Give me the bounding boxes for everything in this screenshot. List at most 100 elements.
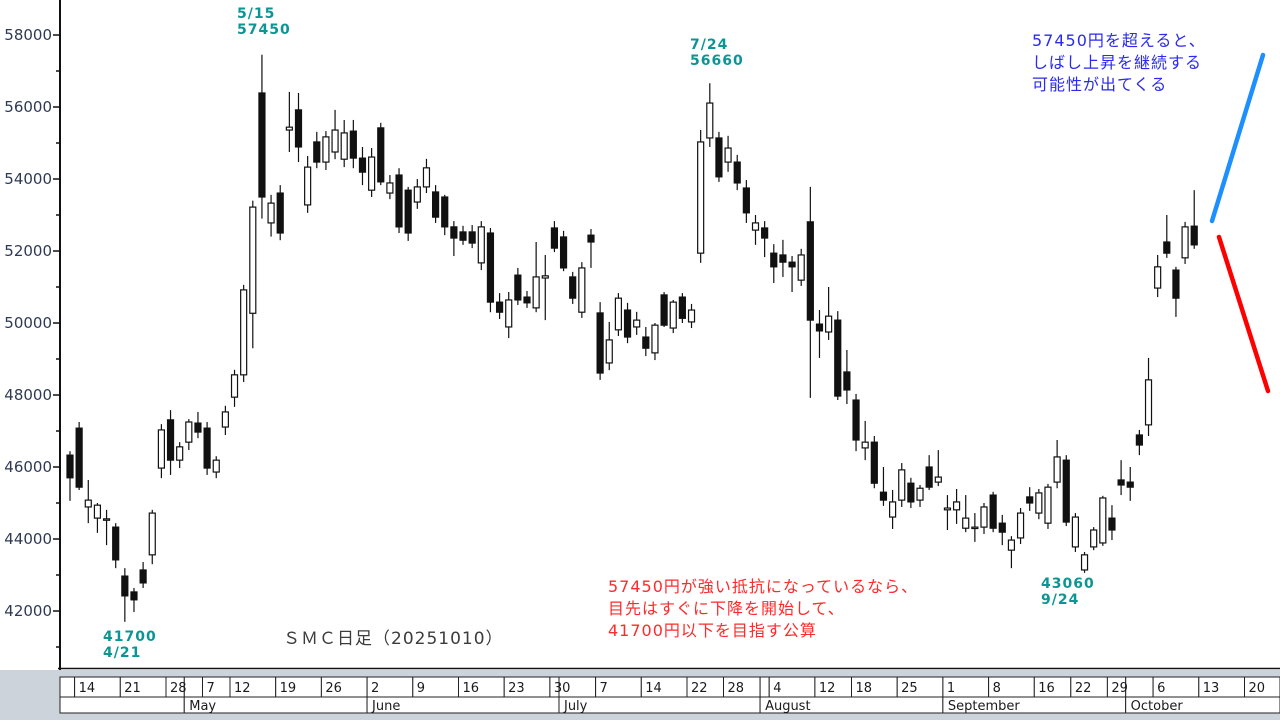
candle-body-9/2 [952, 501, 961, 511]
candle-body-8/13 [825, 315, 833, 333]
y-tick-label: 56000 [4, 98, 52, 116]
candle-body-5/12 [230, 374, 239, 398]
chart-title: ＳＭＣ日足（20251010） [283, 629, 504, 649]
candle-body-8/12 [815, 323, 824, 332]
candle-body-9/17 [1044, 486, 1052, 524]
month-cell [558, 696, 761, 714]
candle-body-7/10 [623, 309, 632, 338]
candle-body-5/13 [240, 289, 248, 376]
week-label: 26 [325, 681, 342, 696]
week-label: 29 [1111, 681, 1128, 696]
candle-body-5/23 [313, 141, 321, 163]
candle-body-6/9 [413, 186, 421, 203]
candle-body-7/4 [587, 234, 595, 243]
up-projection-line [1209, 52, 1266, 224]
candle-body-6/18 [477, 226, 485, 264]
candle-body-7/25 [715, 137, 723, 178]
week-label: 20 [1248, 681, 1265, 696]
candle-body-8/27 [916, 487, 924, 501]
candle-body-7/7 [596, 312, 604, 374]
candle-body-8/20 [870, 441, 878, 484]
candle-body-7/28 [724, 147, 732, 163]
week-cell [183, 676, 204, 698]
candle-body-5/20 [285, 126, 293, 131]
candle-body-8/28 [925, 466, 933, 488]
swing-price: 56660 [690, 53, 744, 69]
candle-body-9/3 [962, 517, 970, 529]
candle-body-6/16 [459, 231, 467, 241]
candle-body-7/2 [569, 276, 577, 299]
candle-body-4/22 [130, 591, 138, 601]
swing-date: 4/21 [103, 645, 142, 661]
week-label: 8 [993, 681, 1001, 696]
bullish-note-line: しばし上昇を継続する [1032, 53, 1203, 72]
candle-body-4/25 [157, 429, 165, 469]
candle-body-5/8 [212, 459, 220, 473]
week-label: 12 [819, 681, 836, 696]
swing-label-jul-peak: 7/24 56660 [690, 37, 744, 69]
week-label: 1 [947, 681, 955, 696]
candle-body-7/3 [578, 267, 586, 313]
month-label: May [189, 699, 216, 714]
candle-body-9/26 [1099, 497, 1107, 544]
candle-body-5/9 [221, 411, 229, 428]
y-tick-label: 50000 [4, 314, 52, 332]
month-label: October [1131, 699, 1184, 714]
week-label: 22 [1075, 681, 1092, 696]
week-label: 12 [234, 681, 251, 696]
candle-body-8/15 [843, 371, 851, 391]
week-label: 23 [508, 681, 525, 696]
candle-body-6/30 [550, 227, 559, 249]
candle-body-7/31 [751, 222, 760, 231]
candle-body-9/11 [1016, 512, 1025, 539]
candle-body-9/12 [1026, 496, 1034, 504]
week-label: 13 [1203, 681, 1220, 696]
candle-body-4/21 [121, 575, 129, 597]
candle-body-8/6 [788, 261, 796, 268]
candle-body-7/23 [697, 141, 705, 254]
candle-body-7/18 [678, 296, 686, 319]
y-tick-label: 44000 [4, 530, 52, 548]
swing-price: 57450 [237, 22, 291, 38]
candle-body-8/1 [761, 227, 769, 239]
week-label: 18 [855, 681, 872, 696]
candle-body-4/15 [84, 499, 92, 508]
candle-body-7/11 [633, 319, 641, 328]
candle-body-7/24 [706, 102, 714, 139]
candle-body-6/13 [450, 226, 458, 239]
candle-body-8/25 [898, 469, 906, 501]
candle-body-10/6 [1154, 266, 1162, 289]
candle-body-8/21 [879, 491, 888, 501]
candle-body-4/28 [166, 419, 175, 461]
candle-body-8/18 [852, 399, 860, 441]
candle-body-4/30 [176, 446, 184, 461]
candle-body-9/25 [1090, 529, 1098, 548]
bullish-note-line: 57450円を超えると、 [1032, 31, 1206, 50]
week-label: 7 [207, 681, 215, 696]
candle-body-10/8 [1172, 269, 1180, 299]
candle-body-5/22 [304, 166, 312, 206]
candle-body-5/29 [349, 130, 357, 159]
month-cell [59, 696, 185, 714]
candle-body-6/25 [523, 296, 531, 304]
candle-body-7/1 [559, 236, 568, 269]
swing-label-may-peak: 5/15 57450 [237, 6, 291, 38]
candle-body-9/10 [1007, 539, 1016, 551]
candle-body-7/14 [642, 336, 650, 349]
candle-body-7/22 [687, 309, 696, 323]
candle-body-8/5 [779, 254, 787, 263]
swing-date: 9/24 [1041, 592, 1080, 608]
candle-body-5/28 [340, 132, 348, 160]
candle-body-8/8 [806, 221, 814, 321]
week-label: 21 [124, 681, 141, 696]
week-cell [1125, 676, 1154, 698]
week-cell [59, 676, 76, 698]
swing-date: 7/24 [690, 37, 729, 53]
candle-body-6/4 [386, 182, 394, 194]
bearish-note-line: 41700円以下を目指す公算 [608, 621, 817, 640]
candle-body-6/11 [432, 191, 440, 218]
week-label: 19 [280, 681, 297, 696]
y-tick-label: 54000 [4, 170, 52, 188]
candle-body-4/11 [66, 454, 74, 479]
